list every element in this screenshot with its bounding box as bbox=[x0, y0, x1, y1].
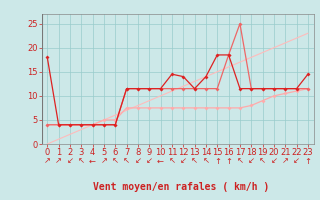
Text: ↖: ↖ bbox=[236, 156, 244, 165]
Text: ↙: ↙ bbox=[248, 156, 255, 165]
Text: ↙: ↙ bbox=[134, 156, 141, 165]
Text: ↑: ↑ bbox=[214, 156, 221, 165]
Text: ↙: ↙ bbox=[293, 156, 300, 165]
Text: ↖: ↖ bbox=[78, 156, 85, 165]
Text: ←: ← bbox=[157, 156, 164, 165]
Text: ↗: ↗ bbox=[100, 156, 108, 165]
Text: ↗: ↗ bbox=[44, 156, 51, 165]
Text: ↗: ↗ bbox=[282, 156, 289, 165]
Text: ←: ← bbox=[89, 156, 96, 165]
Text: ↗: ↗ bbox=[55, 156, 62, 165]
Text: ↖: ↖ bbox=[203, 156, 209, 165]
Text: ↙: ↙ bbox=[67, 156, 73, 165]
Text: ↖: ↖ bbox=[259, 156, 266, 165]
Text: ↑: ↑ bbox=[304, 156, 311, 165]
Text: ↙: ↙ bbox=[270, 156, 277, 165]
Text: ↖: ↖ bbox=[168, 156, 175, 165]
Text: ↙: ↙ bbox=[146, 156, 153, 165]
Text: ↖: ↖ bbox=[191, 156, 198, 165]
Text: ↑: ↑ bbox=[225, 156, 232, 165]
Text: ↖: ↖ bbox=[123, 156, 130, 165]
Text: ↖: ↖ bbox=[112, 156, 119, 165]
Text: Vent moyen/en rafales ( km/h ): Vent moyen/en rafales ( km/h ) bbox=[93, 182, 269, 192]
Text: ↙: ↙ bbox=[180, 156, 187, 165]
